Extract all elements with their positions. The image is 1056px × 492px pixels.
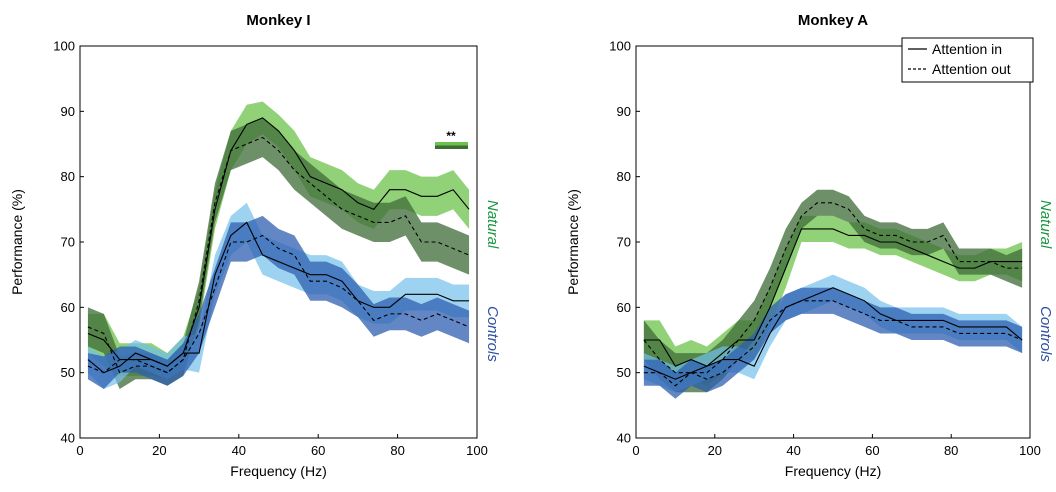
x-tick-label: 40	[232, 443, 246, 458]
y-tick-label: 70	[61, 235, 75, 250]
side-label-controls: Controls	[1037, 306, 1054, 362]
y-tick-label: 50	[61, 365, 75, 380]
y-tick-label: 50	[617, 365, 631, 380]
y-tick-label: 70	[617, 235, 631, 250]
band-natural-out	[643, 189, 1023, 393]
band-controls-out	[87, 215, 470, 389]
significance-bar-natural-out	[435, 145, 468, 149]
y-axis-label: Performance (%)	[9, 189, 25, 295]
significance-marker: **	[446, 129, 456, 143]
y-tick-label: 90	[617, 104, 631, 119]
y-tick-label: 40	[61, 431, 75, 446]
side-label-natural: Natural	[484, 200, 501, 249]
legend-box	[901, 37, 1034, 83]
legend-label: Attention out	[932, 61, 1011, 77]
x-tick-label: 100	[466, 443, 488, 458]
y-tick-label: 80	[61, 169, 75, 184]
legend-label: Attention in	[932, 41, 1002, 57]
x-tick-label: 0	[76, 443, 83, 458]
x-tick-label: 80	[390, 443, 404, 458]
y-tick-label: 90	[61, 104, 75, 119]
series-line-controls-out	[643, 300, 1023, 387]
chart-title: Monkey A	[798, 12, 868, 29]
y-tick-label: 100	[609, 39, 631, 54]
band-controls-out	[643, 287, 1023, 399]
x-tick-label: 20	[708, 443, 722, 458]
significance-bar-natural-in	[435, 142, 468, 146]
x-tick-label: 100	[1019, 443, 1041, 458]
x-tick-label: 60	[311, 443, 325, 458]
bands	[87, 101, 470, 389]
series-line-controls-out	[87, 234, 470, 374]
y-axis-label: Performance (%)	[565, 189, 581, 295]
y-tick-label: 60	[61, 300, 75, 315]
lines	[87, 117, 470, 374]
series-line-controls-in	[87, 221, 470, 374]
y-tick-label: 80	[617, 169, 631, 184]
chart-title: Monkey I	[246, 12, 310, 29]
y-tick-label: 60	[617, 300, 631, 315]
chart-2: 0 20 40 60 80 100 40 50 60 70 80 90 100 Monkey A Frequ…	[565, 12, 1054, 479]
bands	[643, 189, 1023, 399]
x-axis-label: Frequency (Hz)	[230, 463, 326, 479]
x-tick-label: 40	[786, 443, 800, 458]
series-line-controls-in	[643, 287, 1023, 380]
legend: Attention in Attention out	[901, 37, 1034, 83]
y-tick-label: 40	[617, 431, 631, 446]
x-axis-label: Frequency (Hz)	[785, 463, 881, 479]
chart-1: 0 20 40 60 80 100 40 50 60 70 80 90 100 Monkey I Frequ…	[9, 12, 501, 479]
x-tick-label: 20	[152, 443, 166, 458]
x-tick-label: 80	[944, 443, 958, 458]
band-controls-in	[87, 202, 470, 389]
side-label-controls: Controls	[484, 306, 501, 362]
x-tick-label: 0	[632, 443, 639, 458]
y-tick-label: 100	[53, 39, 75, 54]
side-label-natural: Natural	[1037, 200, 1054, 249]
series-line-natural-out	[643, 202, 1023, 374]
x-tick-label: 60	[865, 443, 879, 458]
lines	[643, 202, 1023, 387]
